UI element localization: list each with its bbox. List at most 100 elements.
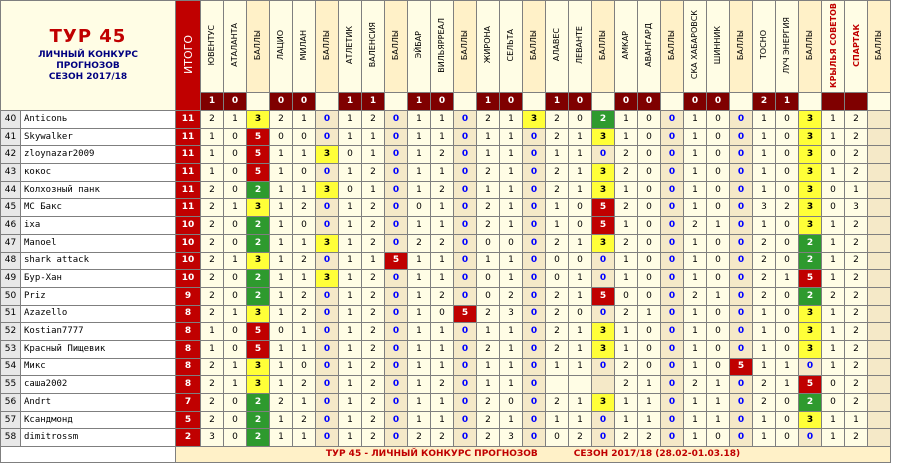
prediction-points (867, 393, 891, 412)
prediction-home: 1 (752, 163, 776, 182)
row-number: 52 (0, 322, 21, 341)
prediction-away: 0 (223, 410, 247, 430)
prediction-points: 0 (660, 322, 684, 341)
prediction-home: 1 (614, 110, 638, 129)
match-away-header: ЛЕВАНТЕ (568, 0, 592, 93)
prediction-points: 0 (729, 269, 753, 288)
prediction-home: 1 (614, 216, 638, 235)
prediction-points: 0 (315, 198, 339, 218)
player-total: 11 (175, 163, 201, 182)
table-row: 58 dimitrossm 2 3 0 2 1 1 0 1 2 0 2 2 0 2 3 0 0 2 0 2 2 0 1 0 0 1 0 0… (0, 428, 891, 448)
prediction-points: 2 (246, 393, 270, 412)
prediction-home: 1 (752, 180, 776, 200)
result-spacer (591, 92, 615, 111)
prediction-points: 3 (591, 127, 615, 147)
points-header: БАЛЛЫ (384, 0, 408, 93)
prediction-points: 0 (798, 428, 822, 448)
prediction-points: 0 (522, 233, 546, 253)
prediction-away: 0 (637, 322, 661, 341)
prediction-home: 1 (752, 304, 776, 324)
prediction-points: 3 (591, 393, 615, 412)
prediction-away: 2 (844, 216, 868, 235)
prediction-away: 1 (568, 269, 592, 288)
team-name: ЛУЧ ЭНЕРГИЯ (782, 16, 791, 74)
prediction-away: 1 (499, 198, 523, 218)
prediction-home: 0 (476, 286, 500, 306)
table-row: 56 Andrt 7 2 0 2 2 1 0 1 2 0 1 1 0 2 0 0 2 1 3 1 1 0 1 1 0 2 0 2 0 2 (0, 393, 891, 412)
team-name: СКА ХАБАРОВСК (690, 10, 699, 80)
total-header: ИТОГО (175, 0, 201, 111)
prediction-home: 2 (200, 304, 224, 324)
prediction-away: 2 (844, 375, 868, 394)
prediction-home: 1 (269, 304, 293, 324)
prediction-away: 1 (775, 375, 799, 394)
prediction-away: 1 (430, 393, 454, 412)
prediction-home: 2 (407, 233, 431, 253)
prediction-home: 1 (683, 322, 707, 341)
team-name: ШИННИК (713, 25, 722, 65)
player-total: 8 (175, 322, 201, 341)
team-name: АМКАР (621, 30, 630, 60)
prediction-home: 1 (407, 180, 431, 200)
prediction-away: 0 (775, 180, 799, 200)
points-header: БАЛЛЫ (453, 0, 477, 93)
prediction-home: 0 (269, 322, 293, 341)
points-header-label: БАЛЛЫ (391, 29, 400, 61)
prediction-points: 0 (384, 180, 408, 200)
prediction-points: 0 (729, 216, 753, 235)
prediction-home: 1 (545, 216, 569, 235)
prediction-home: 1 (821, 339, 845, 359)
prediction-points: 0 (453, 198, 477, 218)
prediction-away: 1 (292, 145, 316, 165)
prediction-home: 2 (476, 304, 500, 324)
prediction-points: 0 (384, 410, 408, 430)
prediction-points: 0 (315, 251, 339, 271)
prediction-points: 0 (522, 269, 546, 288)
prediction-points: 5 (798, 269, 822, 288)
prediction-points: 0 (453, 339, 477, 359)
prediction-away: 0 (223, 180, 247, 200)
prediction-points: 0 (315, 357, 339, 377)
prediction-points: 3 (591, 180, 615, 200)
prediction-away: 1 (499, 339, 523, 359)
prediction-points: 0 (453, 357, 477, 377)
player-total: 8 (175, 357, 201, 377)
prediction-away: 2 (361, 393, 385, 412)
prediction-home: 1 (614, 269, 638, 288)
prediction-points: 0 (384, 286, 408, 306)
footer-right-text: СЕЗОН 2017/18 (28.02-01.03.18) (573, 449, 741, 460)
prediction-away: 0 (706, 145, 730, 165)
prediction-away: 2 (568, 428, 592, 448)
prediction-home: 1 (269, 216, 293, 235)
prediction-points: 3 (246, 110, 270, 129)
prediction-points: 0 (660, 216, 684, 235)
prediction-points: 3 (315, 145, 339, 165)
prediction-points: 3 (522, 110, 546, 129)
prediction-away: 0 (706, 180, 730, 200)
prediction-home: 1 (407, 216, 431, 235)
prediction-points: 0 (660, 339, 684, 359)
prediction-home: 2 (545, 339, 569, 359)
prediction-away: 2 (844, 339, 868, 359)
prediction-home: 1 (269, 198, 293, 218)
prediction-away: 1 (568, 339, 592, 359)
prediction-home: 2 (683, 375, 707, 394)
row-number: 50 (0, 286, 21, 306)
row-number: 40 (0, 110, 21, 129)
prediction-home: 2 (476, 216, 500, 235)
match-home-header: СКА ХАБАРОВСК (683, 0, 707, 93)
prediction-away: 3 (499, 304, 523, 324)
result-home-goals: 1 (338, 92, 362, 111)
prediction-away: 2 (844, 269, 868, 288)
prediction-away: 0 (499, 393, 523, 412)
prediction-points: 2 (246, 180, 270, 200)
prediction-away: 1 (844, 180, 868, 200)
prediction-home: 1 (407, 145, 431, 165)
prediction-points: 5 (384, 251, 408, 271)
prediction-points: 0 (660, 251, 684, 271)
result-spacer (867, 92, 891, 111)
prediction-points: 5 (246, 163, 270, 182)
prediction-away: 1 (223, 375, 247, 394)
prediction-home: 1 (269, 410, 293, 430)
prediction-points: 0 (384, 110, 408, 129)
